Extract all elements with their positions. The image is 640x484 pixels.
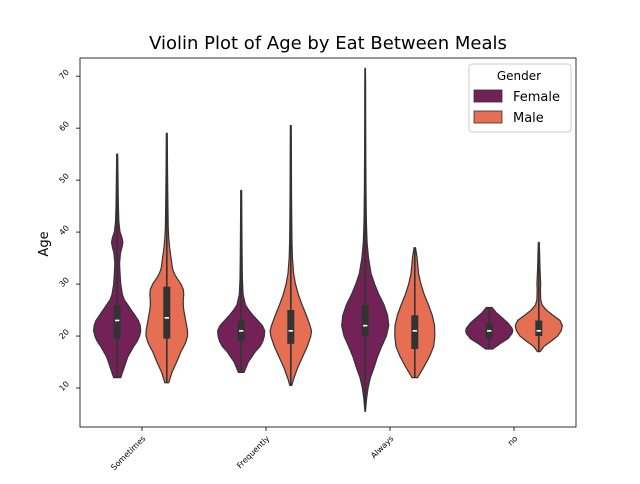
legend-swatch-female — [473, 89, 503, 103]
y-tick-label: 40 — [57, 224, 71, 238]
violin-box — [163, 286, 171, 339]
violin-box — [113, 304, 121, 339]
y-tick-label: 70 — [57, 68, 71, 82]
x-tick-label: no — [506, 434, 519, 447]
chart-title: Violin Plot of Age by Eat Between Meals — [149, 33, 507, 54]
legend-label-male: Male — [513, 111, 544, 126]
violins-layer — [93, 67, 563, 413]
legend-title: Gender — [497, 69, 541, 83]
y-tick-label: 30 — [57, 276, 71, 290]
x-tick-label: Sometimes — [109, 434, 147, 472]
y-axis-label: Age — [37, 231, 52, 256]
legend-label-female: Female — [513, 90, 560, 105]
y-axis: 10 20 30 40 50 60 70 — [57, 68, 80, 393]
violin-box — [411, 315, 419, 350]
y-tick-label: 10 — [57, 379, 71, 393]
x-tick-label: Always — [369, 434, 395, 460]
violin-box — [361, 304, 369, 337]
plot-frame — [79, 57, 577, 428]
y-tick-label: 20 — [57, 327, 71, 341]
x-tick-label: Frequently — [235, 434, 271, 470]
legend: Gender Female Male — [468, 63, 572, 133]
legend-swatch-male — [473, 110, 503, 124]
x-axis: Sometimes Frequently Always no — [109, 427, 519, 472]
violin-box — [535, 320, 543, 337]
y-tick-label: 60 — [57, 120, 71, 134]
violin-box — [287, 310, 295, 344]
y-tick-label: 50 — [57, 172, 71, 186]
